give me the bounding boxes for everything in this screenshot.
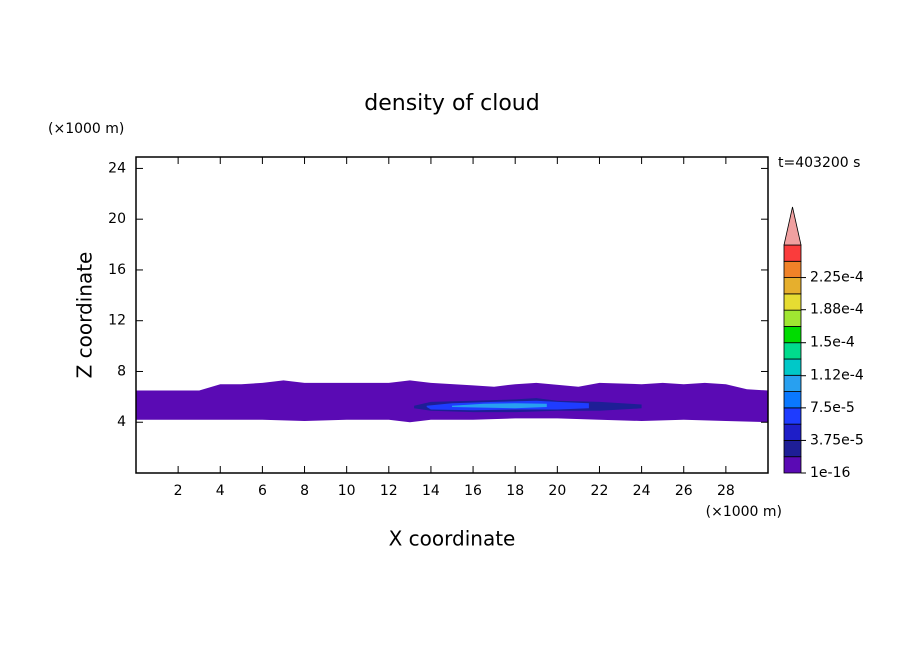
colorbar-tick-label: 1.5e-4 <box>810 335 855 351</box>
colorbar-box <box>783 260 802 278</box>
colorbar-box <box>783 423 802 441</box>
colorbar-box <box>783 326 802 344</box>
colorbar-tick-label: 3.75e-5 <box>810 432 864 448</box>
y-tick-label: 24 <box>108 160 126 176</box>
x-tick-label: 24 <box>633 483 651 499</box>
y-tick-label: 8 <box>117 363 126 379</box>
x-tick-label: 4 <box>216 483 225 499</box>
contour-region <box>136 380 768 423</box>
contour-region <box>452 403 547 409</box>
x-tick-label: 28 <box>717 483 735 499</box>
colorbar-tick-label: 1.12e-4 <box>810 368 864 384</box>
colorbar-box <box>783 456 802 474</box>
x-tick-label: 16 <box>464 483 482 499</box>
x-tick-label: 18 <box>506 483 524 499</box>
colorbar-box <box>783 342 802 360</box>
x-axis-label: X coordinate <box>389 527 516 551</box>
colorbar-box <box>783 244 802 262</box>
time-label: t=403200 s <box>778 155 860 171</box>
plot-frame <box>135 156 769 474</box>
x-tick-label: 8 <box>300 483 309 499</box>
y-tick-label: 16 <box>108 262 126 278</box>
colorbar-box <box>783 293 802 311</box>
colorbar-tick-label: 2.25e-4 <box>810 270 864 286</box>
colorbar-over <box>783 206 802 246</box>
x-tick-label: 10 <box>338 483 356 499</box>
colorbar-box <box>783 440 802 458</box>
colorbar-box <box>783 391 802 409</box>
x-tick-label: 22 <box>591 483 609 499</box>
colorbar-box <box>783 407 802 425</box>
x-tick-label: 20 <box>548 483 566 499</box>
colorbar-tick-label: 1.88e-4 <box>810 302 864 318</box>
colorbar-box <box>783 277 802 295</box>
chart-title: density of cloud <box>364 91 539 116</box>
colorbar-tick-label: 7.5e-5 <box>810 400 855 416</box>
colorbar-box <box>783 374 802 392</box>
y-unit: (×1000 m) <box>48 121 124 137</box>
x-tick-label: 26 <box>675 483 693 499</box>
x-tick-label: 12 <box>380 483 398 499</box>
y-tick-label: 20 <box>108 211 126 227</box>
x-tick-label: 2 <box>174 483 183 499</box>
y-axis-label: Z coordinate <box>73 252 97 379</box>
y-tick-label: 4 <box>117 414 126 430</box>
x-tick-label: 14 <box>422 483 440 499</box>
x-unit: (×1000 m) <box>706 504 782 520</box>
colorbar-tick-label: 1e-16 <box>810 465 850 481</box>
y-tick-label: 12 <box>108 313 126 329</box>
colorbar-box <box>783 309 802 327</box>
colorbar-box <box>783 358 802 376</box>
x-tick-label: 6 <box>258 483 267 499</box>
